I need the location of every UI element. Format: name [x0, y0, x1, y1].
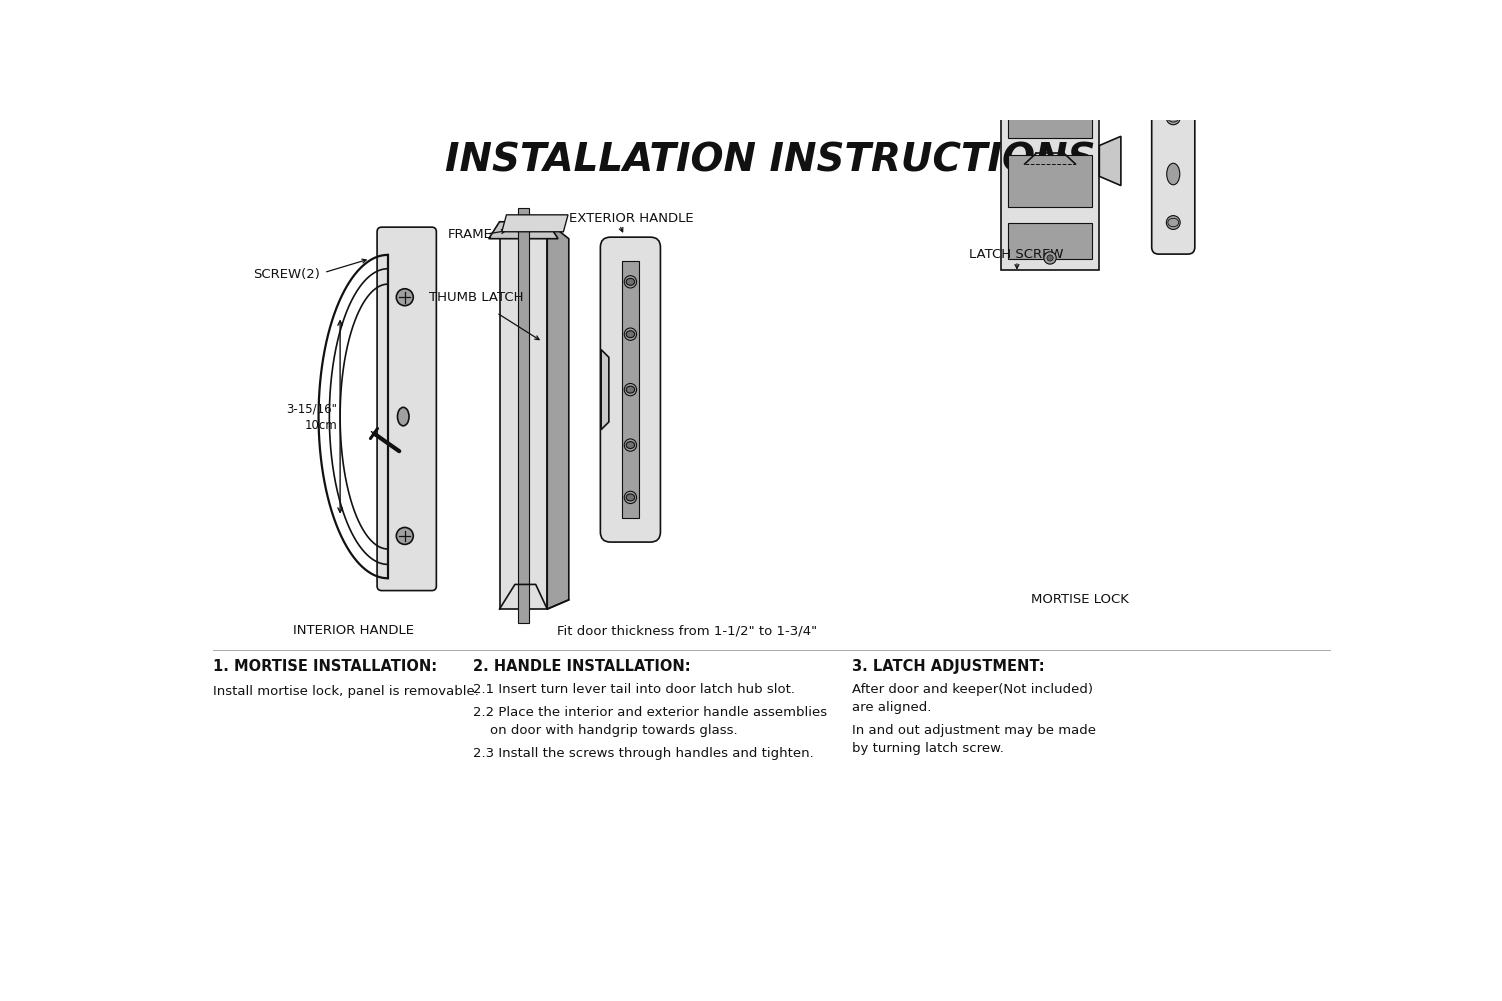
Circle shape — [574, 18, 584, 28]
Text: 2.1 Insert turn lever tail into door latch hub slot.: 2.1 Insert turn lever tail into door lat… — [473, 684, 795, 697]
Polygon shape — [601, 349, 608, 429]
Bar — [518, 208, 529, 623]
Ellipse shape — [626, 330, 635, 337]
FancyBboxPatch shape — [1152, 0, 1194, 254]
Ellipse shape — [626, 386, 635, 393]
Ellipse shape — [398, 407, 409, 425]
Circle shape — [397, 288, 413, 305]
Text: In and out adjustment may be made: In and out adjustment may be made — [852, 725, 1096, 737]
Circle shape — [397, 528, 413, 545]
Circle shape — [569, 12, 590, 34]
Text: MORTISE LOCK: MORTISE LOCK — [1030, 593, 1128, 606]
Bar — [622, 261, 638, 519]
FancyBboxPatch shape — [601, 237, 661, 543]
Bar — [500, 222, 547, 609]
Polygon shape — [488, 222, 559, 238]
Bar — [1000, 51, 1099, 270]
Circle shape — [1167, 215, 1181, 229]
Text: FRAME: FRAME — [448, 227, 493, 240]
Ellipse shape — [1167, 40, 1179, 62]
Text: SCREW(2): SCREW(2) — [254, 267, 320, 280]
Text: 2.3 Install the screws through handles and tighten.: 2.3 Install the screws through handles a… — [473, 747, 813, 760]
Polygon shape — [580, 17, 626, 29]
Text: 10cm: 10cm — [305, 419, 336, 432]
Text: 2.2 Place the interior and exterior handle assemblies: 2.2 Place the interior and exterior hand… — [473, 706, 826, 719]
Text: THUMB LATCH: THUMB LATCH — [428, 290, 523, 303]
Text: 3-15/16": 3-15/16" — [285, 402, 336, 415]
Text: 3. LATCH ADJUSTMENT:: 3. LATCH ADJUSTMENT: — [852, 660, 1045, 675]
Polygon shape — [1099, 136, 1120, 185]
Circle shape — [1047, 63, 1053, 69]
Text: INTERIOR HANDLE: INTERIOR HANDLE — [293, 625, 413, 637]
Ellipse shape — [1167, 163, 1179, 185]
FancyBboxPatch shape — [377, 227, 437, 591]
Bar — [1008, 222, 1092, 259]
Text: EXTERIOR HANDLE: EXTERIOR HANDLE — [569, 212, 694, 225]
Polygon shape — [547, 222, 569, 609]
Polygon shape — [502, 215, 568, 232]
Circle shape — [1167, 111, 1181, 125]
Text: by turning latch screw.: by turning latch screw. — [852, 742, 1003, 755]
Circle shape — [617, 16, 631, 30]
Ellipse shape — [626, 441, 635, 448]
Bar — [1008, 75, 1092, 138]
Text: Fit door thickness from 1-1/2" to 1-3/4": Fit door thickness from 1-1/2" to 1-3/4" — [557, 625, 817, 637]
Circle shape — [1047, 255, 1053, 261]
Text: 1. MORTISE INSTALLATION:: 1. MORTISE INSTALLATION: — [213, 660, 437, 675]
Text: are aligned.: are aligned. — [852, 701, 931, 714]
Circle shape — [1044, 60, 1056, 72]
Text: After door and keeper(Not included): After door and keeper(Not included) — [852, 684, 1093, 697]
Text: Install mortise lock, panel is removable.: Install mortise lock, panel is removable… — [213, 685, 479, 698]
Text: on door with handgrip towards glass.: on door with handgrip towards glass. — [473, 725, 737, 737]
Text: LATCH SCREW: LATCH SCREW — [969, 248, 1063, 261]
Circle shape — [1044, 252, 1056, 264]
Text: 2. HANDLE INSTALLATION:: 2. HANDLE INSTALLATION: — [473, 660, 691, 675]
Ellipse shape — [626, 493, 635, 500]
Bar — [1008, 155, 1092, 207]
Ellipse shape — [626, 278, 635, 285]
Text: INSTALLATION INSTRUCTIONS: INSTALLATION INSTRUCTIONS — [445, 141, 1095, 179]
Circle shape — [1167, 0, 1181, 2]
